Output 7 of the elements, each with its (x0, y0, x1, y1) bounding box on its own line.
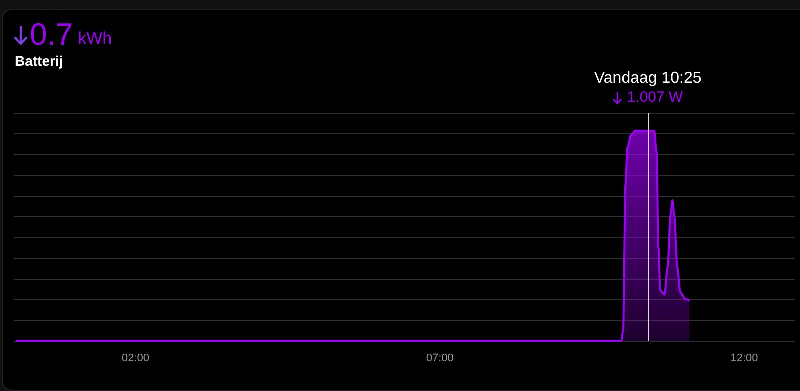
ref-line-label: Vandaag 10:25 (593, 70, 703, 88)
x-tick-label: 02:00 (122, 352, 150, 364)
chart-title: 0.7 kWh (30, 17, 112, 52)
chart-subtitle: Batterij (15, 53, 64, 69)
text: 1.007 W (627, 88, 684, 108)
x-tick-label: 12:00 (730, 352, 758, 364)
x-tick-label: 07:00 (426, 352, 454, 364)
